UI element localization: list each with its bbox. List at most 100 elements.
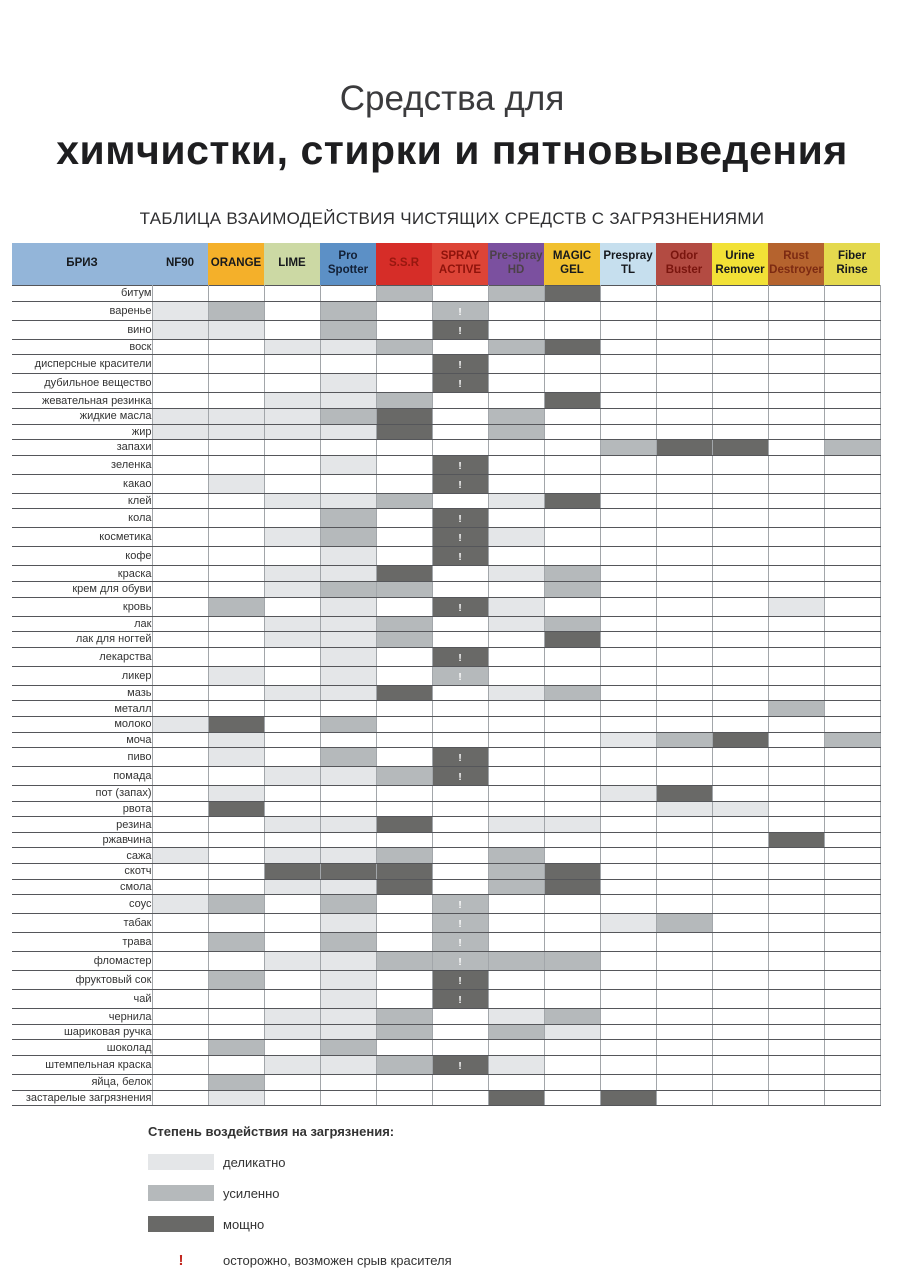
table-row: чернила (12, 1008, 881, 1025)
table-row: штемпельная краска! (12, 1055, 881, 1076)
grid-cell (207, 615, 265, 633)
grid-cell (655, 951, 713, 972)
grid-cell (431, 285, 489, 302)
grid-cell (319, 1074, 377, 1091)
grid-cell (823, 596, 881, 617)
grid-cell (767, 816, 825, 833)
table-row: фруктовый сок! (12, 970, 881, 991)
table-row: жидкие масла (12, 407, 881, 425)
grid-cell (263, 932, 321, 953)
grid-cell (599, 615, 657, 633)
grid-cell (711, 684, 769, 702)
grid-cell (599, 1074, 657, 1091)
grid-cell (767, 785, 825, 802)
grid-cell (767, 546, 825, 567)
grid-cell (263, 285, 321, 302)
grid-cell (655, 492, 713, 510)
grid-cell (487, 473, 545, 494)
row-label: штемпельная краска (12, 1055, 153, 1076)
grid-cell (599, 800, 657, 818)
poster-page: Средства для химчистки, стирки и пятновы… (12, 79, 881, 1269)
table-row: помада! (12, 766, 881, 787)
grid-cell (263, 1008, 321, 1025)
grid-cell (319, 615, 377, 633)
dye-warning-mark: ! (458, 306, 462, 318)
grid-cell (711, 1039, 769, 1057)
grid-cell (151, 1008, 209, 1025)
grid-cell (599, 932, 657, 953)
table-row: кровь! (12, 596, 881, 617)
grid-cell (375, 615, 433, 633)
grid-cell (375, 1023, 433, 1041)
grid-cell (207, 527, 265, 548)
grid-cell (767, 831, 825, 849)
grid-cell (319, 932, 377, 953)
grid-cell (319, 580, 377, 598)
grid-cell (263, 646, 321, 667)
grid-cell (655, 596, 713, 617)
grid-cell (767, 473, 825, 494)
grid-cell (599, 785, 657, 802)
grid-cell (207, 785, 265, 802)
grid-cell (319, 1039, 377, 1057)
grid-cell (655, 747, 713, 768)
grid-cell: ! (431, 665, 489, 686)
row-label: жир (12, 423, 153, 441)
grid-cell (151, 1023, 209, 1041)
dye-warning-mark: ! (458, 325, 462, 337)
table-row: битум (12, 285, 881, 302)
grid-cell: ! (431, 989, 489, 1010)
grid-cell (543, 913, 601, 934)
grid-cell (655, 631, 713, 648)
grid-cell (599, 407, 657, 425)
grid-cell (207, 631, 265, 648)
grid-cell (263, 407, 321, 425)
grid-cell (151, 684, 209, 702)
grid-cell (711, 454, 769, 475)
dye-warning-mark: ! (458, 479, 462, 491)
grid-cell (767, 354, 825, 375)
row-label: чернила (12, 1008, 153, 1025)
grid-cell (711, 319, 769, 340)
grid-cell (263, 715, 321, 733)
grid-cell (767, 373, 825, 394)
grid-cell (543, 715, 601, 733)
row-label: резина (12, 816, 153, 833)
grid-cell (207, 423, 265, 441)
grid-cell (375, 1039, 433, 1057)
grid-cell (711, 546, 769, 567)
table-row: клей (12, 492, 881, 510)
grid-cell (207, 546, 265, 567)
table-row: табак! (12, 913, 881, 934)
grid-cell: ! (431, 454, 489, 475)
column-header-11: Urine Remover (712, 243, 768, 286)
grid-cell (711, 970, 769, 991)
grid-cell (375, 700, 433, 717)
grid-cell (151, 527, 209, 548)
grid-cell (599, 1055, 657, 1076)
column-header-10: Odor Buster (656, 243, 712, 286)
grid-cell (711, 338, 769, 356)
grid-cell (711, 785, 769, 802)
legend: Степень воздействия на загрязнения: дели… (148, 1124, 904, 1269)
legend-heading: Степень воздействия на загрязнения: (148, 1124, 395, 1140)
grid-cell: ! (431, 894, 489, 915)
grid-cell (823, 373, 881, 394)
grid-cell (487, 439, 545, 456)
grid-cell (375, 596, 433, 617)
grid-cell (823, 747, 881, 768)
grid-cell (207, 1023, 265, 1041)
grid-cell (599, 989, 657, 1010)
grid-cell (207, 951, 265, 972)
table-row: фломастер! (12, 951, 881, 972)
grid-cell (599, 492, 657, 510)
grid-cell (487, 731, 545, 749)
grid-cell (655, 338, 713, 356)
grid-cell (767, 596, 825, 617)
grid-cell (375, 665, 433, 686)
grid-cell (487, 631, 545, 648)
grid-cell (375, 894, 433, 915)
grid-cell (319, 951, 377, 972)
grid-cell (767, 646, 825, 667)
grid-cell (711, 439, 769, 456)
